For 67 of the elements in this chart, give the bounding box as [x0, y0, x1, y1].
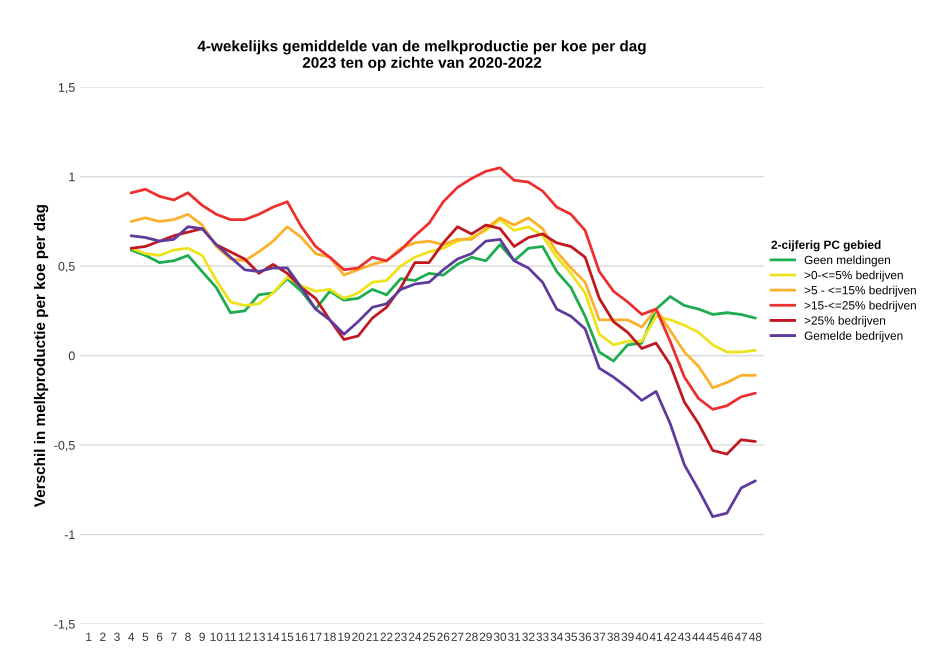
x-tick-label: 40	[636, 632, 648, 642]
x-tick-label: 13	[253, 632, 265, 642]
x-tick-label: 11	[225, 632, 236, 641]
x-tick-label: 3	[114, 632, 120, 642]
y-tick-label: -1	[64, 530, 75, 540]
x-tick-label: 46	[720, 632, 733, 642]
chart-title: 4-wekelijks gemiddelde van de melkproductie per koe per dag 2023 ten op zichte van 2020-2022	[198, 40, 646, 71]
x-tick-label: 33	[536, 632, 549, 642]
x-tick-label: 32	[522, 632, 534, 642]
x-tick-label: 24	[408, 632, 422, 641]
y-tick-label: 0,5	[58, 262, 75, 272]
x-tick-label: 8	[185, 632, 191, 642]
line-series	[130, 218, 757, 354]
x-tick-label: 43	[678, 632, 690, 642]
x-tick-label: 34	[550, 632, 563, 642]
x-tick-label: 1	[86, 632, 92, 641]
x-tick-label: 30	[494, 632, 506, 642]
x-tick-label: 23	[394, 632, 407, 642]
x-tick-label: 16	[296, 632, 308, 642]
x-tick-label: 4	[128, 632, 134, 641]
x-tick-label: 5	[142, 632, 148, 642]
legend-label: Gemelde bedrijven	[804, 331, 902, 342]
x-tick-label: 18	[324, 632, 336, 642]
x-tick-label: 17	[310, 632, 322, 641]
y-tick-label: 1	[69, 172, 75, 182]
legend-label: >25% bedrijven	[804, 316, 886, 328]
x-tick-label: 12	[239, 632, 251, 641]
x-tick-label: 45	[706, 632, 719, 642]
y-tick-label: 1,5	[58, 83, 75, 94]
x-tick-label: 26	[437, 632, 450, 642]
x-tick-label: 22	[380, 632, 393, 641]
x-tick-label: 44	[692, 632, 705, 641]
x-tick-label: 27	[451, 632, 464, 641]
line-series	[130, 225, 757, 518]
x-tick-label: 29	[480, 632, 492, 642]
x-tick-label: 21	[366, 632, 378, 641]
legend-label: >0-<=5% bedrijven	[804, 270, 903, 282]
x-tick-label: 28	[466, 632, 478, 642]
x-tick-label: 7	[171, 632, 176, 641]
x-tick-label: 20	[352, 632, 364, 642]
x-tick-label: 36	[578, 632, 592, 642]
x-tick-label: 15	[282, 632, 294, 642]
line-series	[130, 166, 757, 411]
y-tick-label: -1,5	[54, 620, 75, 630]
legend-label: >15-<=25% bedrijven	[804, 300, 916, 312]
legend-label: Geen meldingen	[804, 255, 890, 266]
y-tick-label: -0,5	[54, 440, 75, 452]
x-tick-label: 35	[564, 632, 577, 642]
x-tick-label: 10	[210, 632, 222, 642]
y-axis-title: Verschil in melkproductie per koe per dag	[34, 205, 48, 508]
x-tick-label: 31	[508, 632, 520, 642]
legend-title: 2-cijferig PC gebied	[771, 240, 880, 252]
legend-label: >5 - <=15% bedrijven	[804, 286, 916, 297]
x-tick-label: 14	[267, 632, 280, 641]
y-tick-label: 0	[68, 351, 75, 360]
x-tick-label: 19	[338, 632, 350, 642]
x-tick-label: 42	[664, 632, 676, 641]
x-tick-label: 38	[607, 632, 620, 642]
x-tick-label: 47	[734, 632, 748, 641]
x-tick-label: 2	[100, 632, 106, 641]
x-tick-label: 48	[749, 632, 762, 642]
x-tick-label: 41	[650, 632, 662, 641]
x-tick-label: 39	[622, 632, 634, 642]
x-tick-label: 37	[593, 632, 606, 642]
x-tick-label: 6	[156, 632, 162, 642]
x-tick-label: 25	[423, 632, 436, 642]
x-tick-label: 9	[199, 632, 205, 642]
